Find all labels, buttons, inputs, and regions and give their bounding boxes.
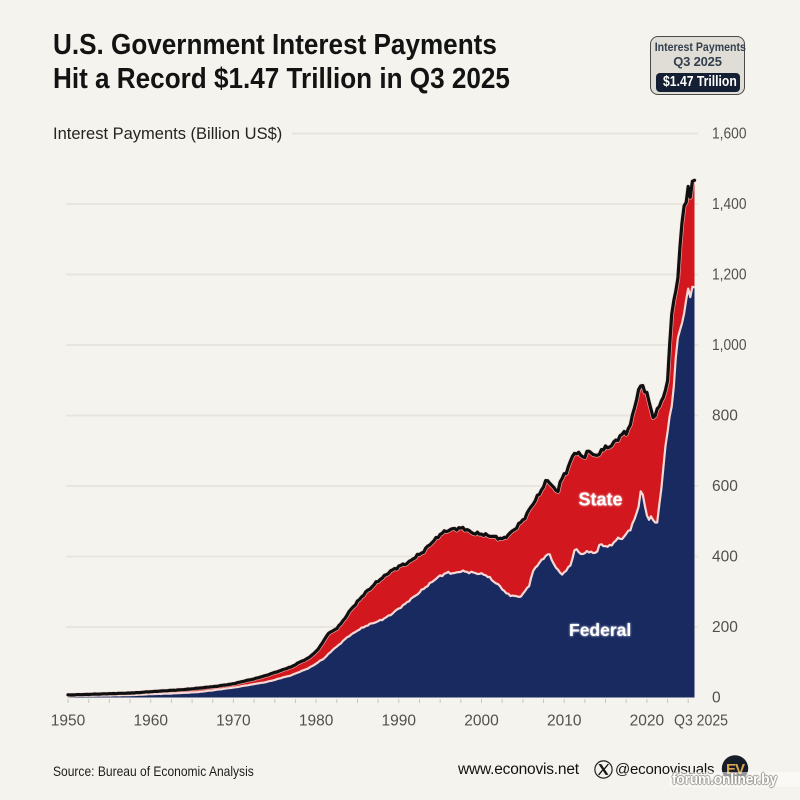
svg-text:Q3 2025: Q3 2025 <box>674 713 728 730</box>
svg-text:2010: 2010 <box>547 713 582 730</box>
svg-text:0: 0 <box>712 690 721 707</box>
svg-text:1,400: 1,400 <box>712 196 747 213</box>
svg-text:400: 400 <box>712 549 738 566</box>
svg-text:600: 600 <box>712 478 738 495</box>
svg-text:200: 200 <box>712 619 738 636</box>
svg-text:1,200: 1,200 <box>712 267 747 284</box>
svg-text:1,600: 1,600 <box>712 126 747 143</box>
svg-text:1,000: 1,000 <box>712 337 747 354</box>
svg-text:2020: 2020 <box>630 713 665 730</box>
svg-text:1990: 1990 <box>382 713 417 730</box>
svg-text:Federal: Federal <box>569 620 631 640</box>
svg-text:State: State <box>579 490 623 510</box>
svg-text:1980: 1980 <box>299 713 334 730</box>
svg-text:2000: 2000 <box>464 713 499 730</box>
svg-text:1950: 1950 <box>51 713 86 730</box>
svg-text:1960: 1960 <box>133 713 168 730</box>
svg-text:800: 800 <box>712 408 738 425</box>
svg-text:1970: 1970 <box>216 713 251 730</box>
